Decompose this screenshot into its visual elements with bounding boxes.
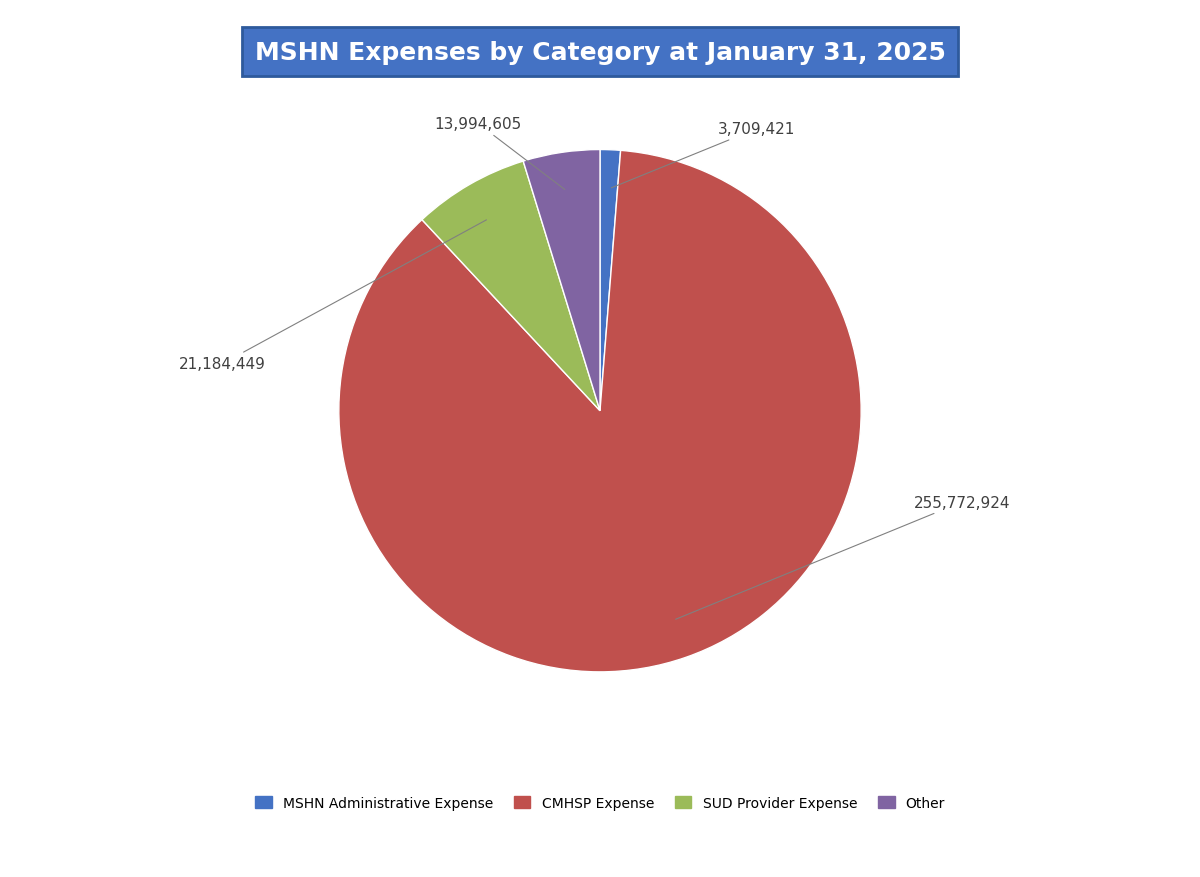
Wedge shape: [422, 162, 600, 411]
Text: 255,772,924: 255,772,924: [676, 495, 1010, 619]
Wedge shape: [338, 151, 862, 672]
Wedge shape: [523, 150, 600, 411]
Text: 21,184,449: 21,184,449: [179, 221, 486, 372]
Text: MSHN Expenses by Category at January 31, 2025: MSHN Expenses by Category at January 31,…: [254, 40, 946, 65]
Text: 13,994,605: 13,994,605: [434, 117, 565, 190]
Wedge shape: [600, 150, 620, 411]
Text: 3,709,421: 3,709,421: [611, 122, 796, 189]
Legend: MSHN Administrative Expense, CMHSP Expense, SUD Provider Expense, Other: MSHN Administrative Expense, CMHSP Expen…: [250, 790, 950, 815]
